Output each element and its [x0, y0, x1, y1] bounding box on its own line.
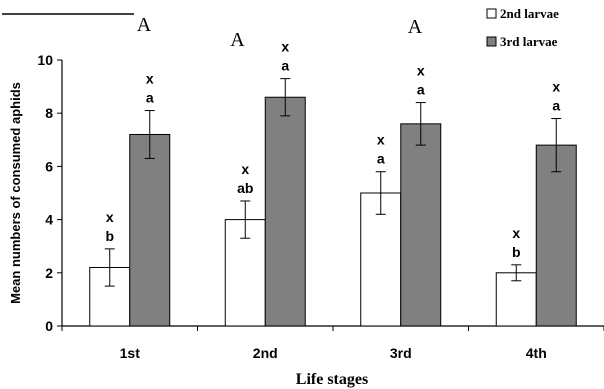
legend-label-series-0: 2nd larvae: [500, 6, 559, 21]
y-tick-label-1: 2: [45, 265, 53, 281]
letter-top-1-0: x: [146, 71, 154, 87]
group-letter-0: A: [137, 14, 152, 36]
letter-top-0-2: x: [377, 132, 385, 148]
y-axis-label: Mean numbers of consumed aphids: [8, 82, 23, 304]
group-letter-2: A: [408, 16, 423, 38]
letter-top-1-3: x: [552, 79, 560, 95]
letter-bottom-0-2: a: [377, 151, 385, 167]
bar-1-3: [535, 144, 577, 327]
plot-area: 02468101stAbxax2ndAabxax3rdAaxax4thAbxax: [37, 14, 604, 361]
y-tick-label-2: 4: [45, 212, 53, 228]
letter-bottom-1-1: a: [281, 58, 289, 74]
letter-bottom-1-2: a: [417, 82, 425, 98]
bar-1-2: [400, 123, 442, 327]
letter-top-1-1: x: [281, 39, 289, 55]
letter-bottom-0-3: b: [512, 244, 521, 260]
x-tick-label-2: 3rd: [390, 345, 412, 361]
y-tick-label-5: 10: [37, 52, 53, 68]
letter-top-0-1: x: [241, 161, 249, 177]
group-letter-1: A: [230, 29, 245, 51]
letter-top-1-2: x: [417, 63, 425, 79]
y-tick-label-0: 0: [45, 318, 53, 334]
bar-1-0: [129, 133, 171, 327]
letter-bottom-0-0: b: [105, 228, 114, 244]
y-tick-label-3: 6: [45, 158, 53, 174]
letter-bottom-1-3: a: [552, 98, 560, 114]
x-tick-label-3: 4th: [526, 345, 547, 361]
legend-swatch-series-1: [486, 36, 497, 47]
y-tick-label-4: 8: [45, 105, 53, 121]
letter-top-0-3: x: [512, 225, 520, 241]
x-axis-label: Life stages: [296, 371, 368, 388]
legend-label-series-1: 3rd larvae: [500, 34, 558, 49]
legend-swatch-series-0: [486, 8, 497, 19]
bar-0-2: [360, 192, 402, 327]
legend: 2nd larvae 3rd larvae: [486, 6, 559, 49]
x-tick-label-0: 1st: [120, 345, 141, 361]
letter-bottom-1-0: a: [146, 90, 154, 106]
bar-1-1: [264, 96, 306, 327]
x-tick-label-1: 2nd: [253, 345, 278, 361]
letter-bottom-0-1: ab: [237, 180, 253, 196]
letter-top-0-0: x: [106, 209, 114, 225]
